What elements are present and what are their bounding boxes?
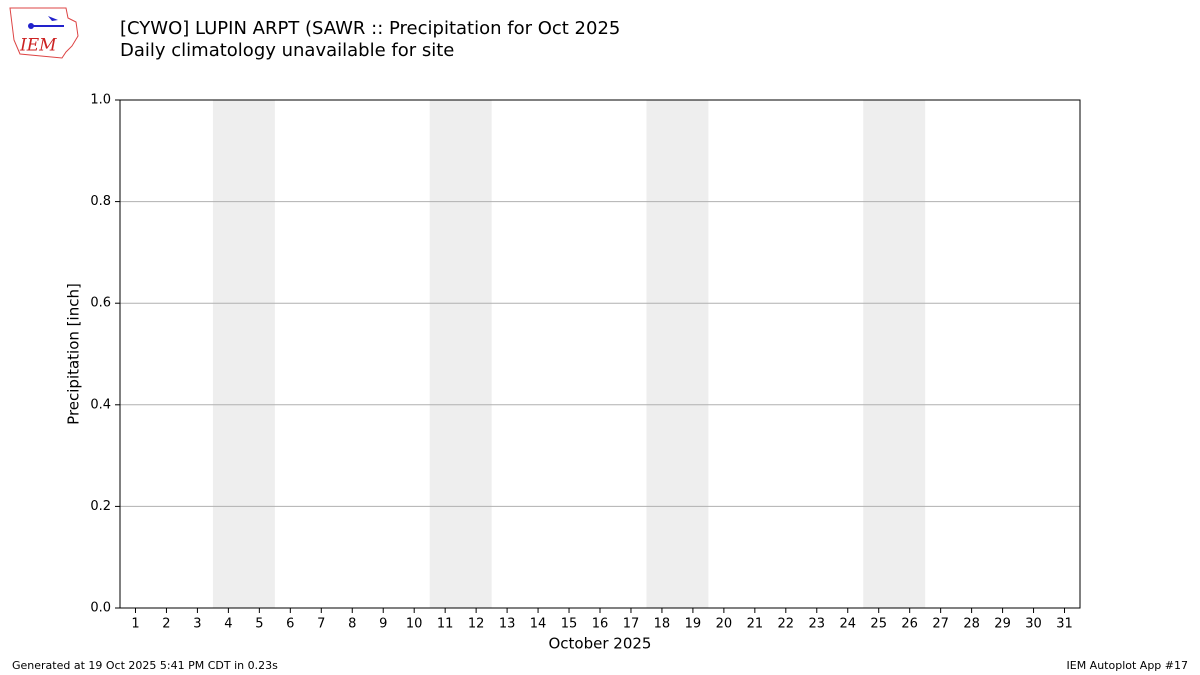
footer-left: Generated at 19 Oct 2025 5:41 PM CDT in … — [12, 659, 278, 672]
y-tick-label: 0.8 — [90, 194, 111, 209]
weekend-shade — [212, 100, 275, 608]
weekend-shade — [863, 100, 926, 608]
x-tick-label: 28 — [963, 617, 980, 632]
x-tick-label: 13 — [499, 617, 516, 632]
y-tick-label: 0.2 — [90, 499, 111, 514]
x-tick-label: 21 — [747, 617, 764, 632]
x-tick-label: 9 — [379, 617, 387, 632]
x-tick-label: 7 — [317, 617, 325, 632]
logo-text: IEM — [19, 36, 57, 56]
x-tick-label: 16 — [592, 617, 609, 632]
x-tick-label: 3 — [193, 617, 201, 632]
footer-right: IEM Autoplot App #17 — [1067, 659, 1189, 672]
logo-flag — [48, 16, 58, 21]
x-tick-label: 5 — [255, 617, 263, 632]
x-tick-label: 6 — [286, 617, 294, 632]
x-tick-label: 31 — [1056, 617, 1073, 632]
chart-title: [CYWO] LUPIN ARPT (SAWR :: Precipitation… — [120, 18, 620, 39]
x-tick-label: 26 — [901, 617, 918, 632]
y-axis-label: Precipitation [inch] — [65, 283, 83, 425]
x-tick-label: 14 — [530, 617, 547, 632]
plot-frame — [119, 99, 1081, 609]
x-tick-label: 17 — [623, 617, 640, 632]
weekend-shade — [646, 100, 709, 608]
y-tick-label: 1.0 — [90, 93, 111, 108]
x-tick-label: 29 — [994, 617, 1011, 632]
x-tick-label: 19 — [685, 617, 702, 632]
x-tick-label: 10 — [406, 617, 423, 632]
x-tick-label: 24 — [839, 617, 856, 632]
x-tick-label: 18 — [654, 617, 671, 632]
x-tick-label: 23 — [809, 617, 826, 632]
x-tick-label: 20 — [716, 617, 733, 632]
logo: IEM — [9, 7, 79, 59]
y-tick-label: 0.6 — [90, 296, 111, 311]
x-axis-label: October 2025 — [549, 635, 652, 653]
x-tick-label: 22 — [778, 617, 795, 632]
x-tick-label: 25 — [870, 617, 887, 632]
y-tick-label: 0.0 — [90, 601, 111, 616]
x-tick-label: 4 — [224, 617, 232, 632]
x-tick-label: 27 — [932, 617, 949, 632]
x-tick-label: 2 — [162, 617, 170, 632]
chart-subtitle: Daily climatology unavailable for site — [120, 40, 454, 61]
x-tick-label: 11 — [437, 617, 454, 632]
x-tick-label: 30 — [1025, 617, 1042, 632]
x-tick-label: 8 — [348, 617, 356, 632]
x-tick-label: 15 — [561, 617, 578, 632]
x-tick-label: 1 — [131, 617, 139, 632]
weekend-shade — [429, 100, 492, 608]
y-tick-label: 0.4 — [90, 397, 111, 412]
logo-outline — [9, 7, 79, 59]
logo-dot — [28, 23, 34, 29]
x-tick-label: 12 — [468, 617, 485, 632]
